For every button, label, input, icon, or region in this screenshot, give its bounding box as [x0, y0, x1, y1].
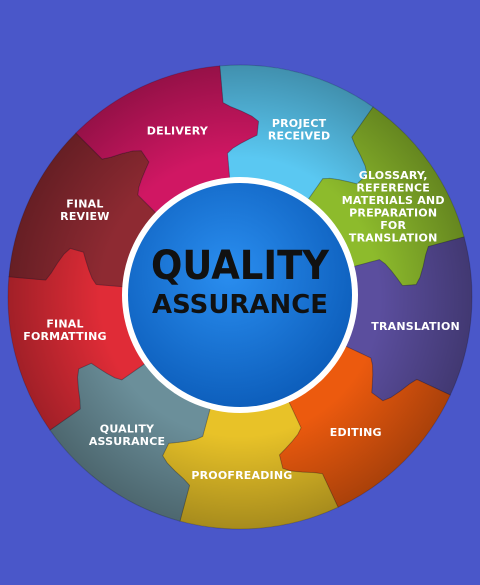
segment-label-line: GLOSSARY, [359, 169, 428, 182]
segment-label-line: RECEIVED [268, 129, 330, 142]
segment-label-line: TRANSLATION [371, 320, 460, 333]
segment-label-glossary: GLOSSARY, REFERENCE MATERIALS AND PREPARATI… [342, 169, 445, 245]
segment-label-line: PREPARATION [349, 207, 437, 220]
segment-label-editing: EDITING [330, 426, 382, 439]
segment-label-line: EDITING [330, 426, 382, 439]
segment-label-quality-assurance: QUALITY ASSURANCE [89, 422, 165, 448]
segment-label-project-received: PROJECT RECEIVED [268, 117, 330, 142]
segment-label-line: REVIEW [60, 210, 109, 223]
segment-label-line: MATERIALS AND [342, 194, 445, 207]
center-disk [128, 183, 352, 407]
segment-label-line: REFERENCE [356, 182, 430, 195]
segment-label-final-formatting: FINAL FORMATTING [23, 318, 107, 344]
segment-label-translation: TRANSLATION [371, 320, 460, 333]
segment-label-line: FINAL [66, 197, 103, 210]
segment-label-final-review: FINAL REVIEW [60, 197, 109, 223]
segment-label-line: QUALITY [100, 422, 155, 435]
segment-label-line: PROOFREADING [191, 469, 292, 482]
labels-group: PROJECT RECEIVED GLOSSARY, REFERENCE MATERIA… [23, 117, 460, 482]
segment-label-line: TRANSLATION [349, 232, 438, 245]
center-title-line2: ASSURANCE [152, 290, 328, 320]
segment-label-line: FOR [380, 219, 406, 232]
segment-label-delivery: DELIVERY [147, 124, 209, 137]
segment-label-line: DELIVERY [147, 124, 209, 137]
segment-label-proofreading: PROOFREADING [191, 469, 292, 482]
segment-label-line: PROJECT [272, 117, 327, 130]
center-title-line1: QUALITY [151, 243, 330, 289]
segment-label-line: ASSURANCE [89, 435, 165, 448]
segment-label-line: FINAL [46, 318, 83, 331]
segment-label-line: FORMATTING [23, 330, 107, 343]
